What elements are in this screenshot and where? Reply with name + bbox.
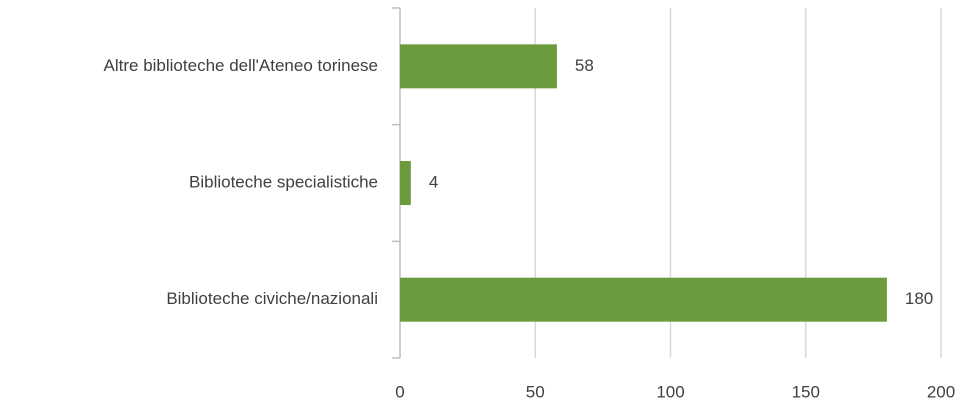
- y-tick-label: Altre biblioteche dell'Ateneo torinese: [104, 56, 378, 75]
- data-label: 4: [429, 172, 438, 191]
- bar: [400, 44, 557, 89]
- y-tick-label: Biblioteche civiche/nazionali: [166, 289, 378, 308]
- bar: [400, 277, 887, 322]
- y-tick-label: Biblioteche specialistiche: [189, 172, 378, 191]
- data-label: 180: [905, 289, 933, 308]
- bar: [400, 161, 411, 205]
- x-tick-label: 50: [526, 382, 545, 401]
- x-tick-label: 200: [927, 382, 955, 401]
- x-tick-label: 100: [656, 382, 684, 401]
- x-tick-label: 0: [395, 382, 404, 401]
- x-tick-label: 150: [792, 382, 820, 401]
- data-label: 58: [575, 56, 594, 75]
